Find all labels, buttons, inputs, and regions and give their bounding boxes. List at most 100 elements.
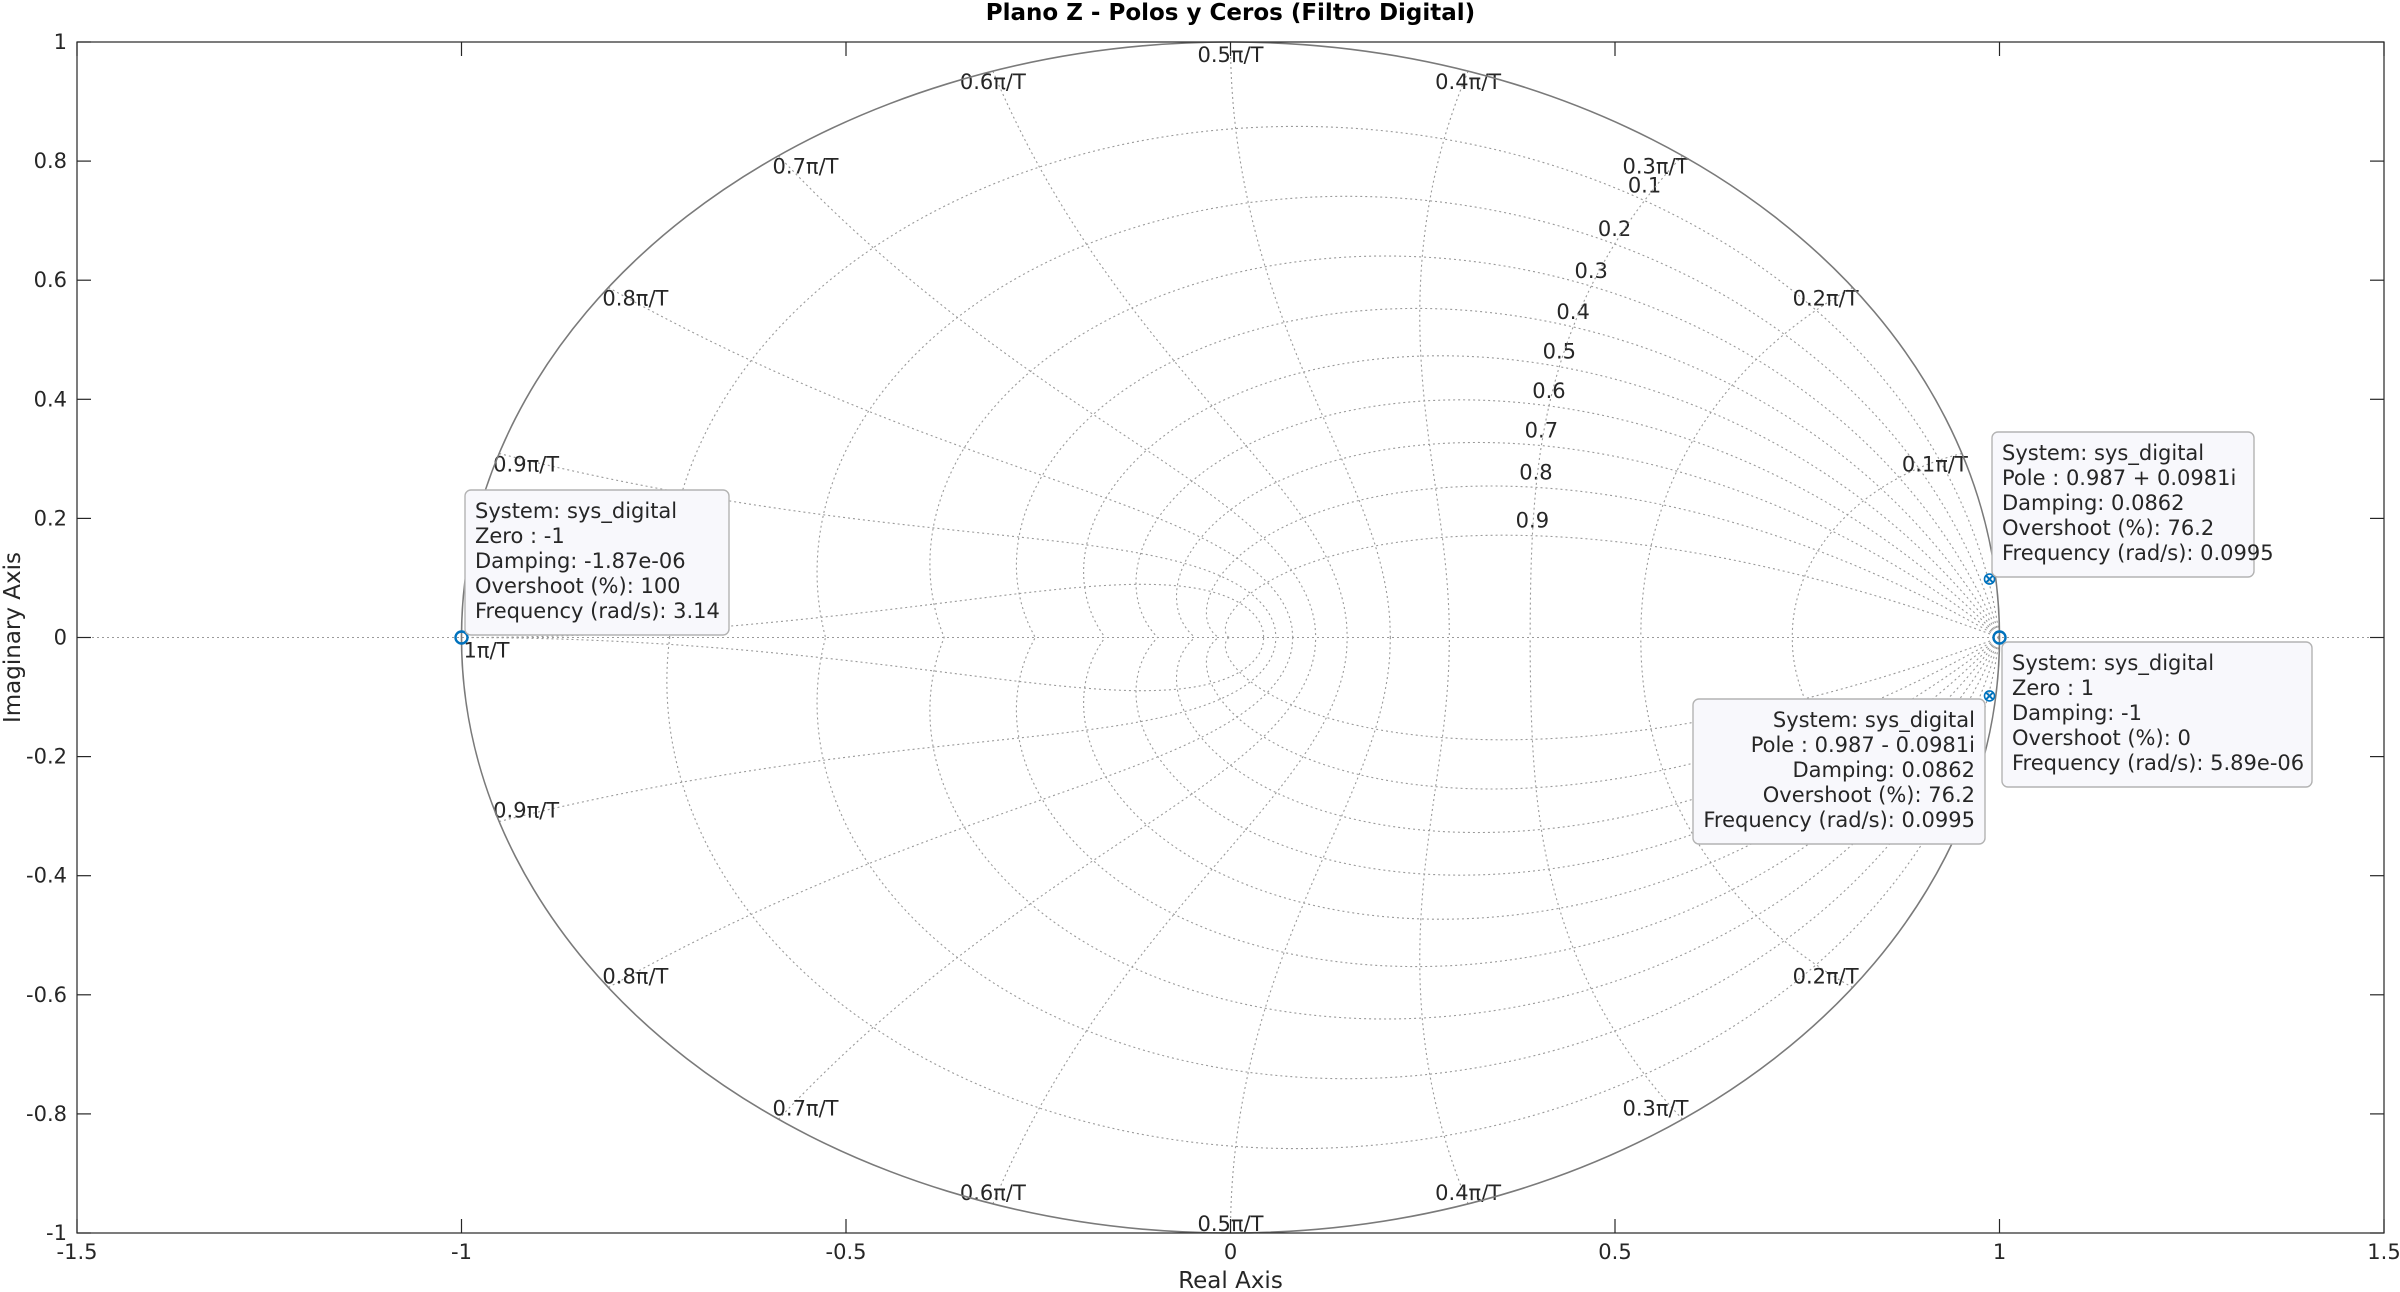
datatip-line: Damping: -1	[2012, 701, 2142, 725]
natural-frequency-label: 0.7π/T	[773, 1096, 839, 1120]
natural-frequency-curve	[992, 637, 1348, 1205]
datatip-line: Damping: 0.0862	[2002, 491, 2185, 515]
x-tick-label: 1	[1993, 1240, 2006, 1264]
zero-marker	[454, 630, 469, 645]
datatip-line: Frequency (rad/s): 0.0995	[2002, 541, 2274, 565]
pole-marker	[1984, 574, 1995, 584]
x-tick-label: -1	[451, 1240, 472, 1264]
datatip-line: Frequency (rad/s): 0.0995	[1703, 808, 1975, 832]
natural-frequency-label: 1π/T	[464, 639, 510, 663]
datatip-box	[464, 489, 730, 636]
natural-frequency-label: 0.7π/T	[773, 155, 839, 179]
y-tick-label: 0.6	[34, 268, 67, 292]
damping-curve	[1224, 534, 2000, 639]
damping-curve	[1175, 637, 2000, 834]
damping-curve	[1205, 637, 2000, 790]
damping-curve	[1135, 399, 2000, 638]
datatip-box	[1692, 698, 1986, 845]
chart-title: Plano Z - Polos y Ceros (Filtro Digital)	[986, 0, 1475, 26]
pole-marker-ring	[1983, 690, 1996, 702]
y-tick-label: -1	[46, 1221, 67, 1245]
natural-frequency-label: 0.3π/T	[1623, 1096, 1689, 1120]
natural-frequency-curve	[499, 452, 1277, 638]
datatip-line: Overshoot (%): 0	[2012, 726, 2191, 750]
natural-frequency-label: 0.9π/T	[493, 452, 559, 476]
axes-frame: -1.5 -1 -0.5 0 0.5 1 1.510.80.60.40.20-0.2-0.4…	[26, 30, 2400, 1264]
datatip-line: Overshoot (%): 76.2	[1763, 783, 1975, 807]
damping-label: 0.7	[1525, 419, 1558, 443]
natural-frequency-label: 0.4π/T	[1435, 1181, 1501, 1205]
natural-frequency-curve	[1529, 637, 1683, 1120]
datatip-line: System: sys_digital	[1773, 708, 1975, 733]
y-tick-label: 0.2	[34, 506, 67, 530]
datatip-line: Zero : 1	[2012, 676, 2094, 700]
y-tick-label: -0.6	[26, 983, 67, 1007]
natural-frequency-curve	[1529, 155, 1683, 638]
damping-curve	[1135, 637, 2000, 876]
natural-frequency-label: 0.8π/T	[602, 286, 668, 310]
damping-label: 0.3	[1575, 259, 1608, 283]
damping-curve	[1015, 307, 2000, 638]
y-tick-label: 0.4	[34, 387, 67, 411]
natural-frequency-curve	[608, 637, 1294, 989]
datatip-line: Frequency (rad/s): 5.89e-06	[2012, 751, 2304, 775]
natural-frequency-curve	[1640, 286, 1853, 638]
datatip-line: Overshoot (%): 76.2	[2002, 516, 2214, 540]
natural-frequency-label: 0.2π/T	[1793, 965, 1859, 989]
zero-marker	[1992, 630, 2007, 645]
datatip-box	[2001, 641, 2313, 788]
damping-label: 0.6	[1532, 379, 1565, 403]
natural-frequency-curve	[1419, 637, 1469, 1205]
natural-frequency-label: 0.3π/T	[1623, 155, 1689, 179]
y-tick-label: -0.2	[26, 745, 67, 769]
natural-frequency-curve	[1229, 41, 1391, 638]
natural-frequency-curve	[461, 583, 1265, 639]
damping-label: 0.4	[1556, 300, 1589, 324]
datatip-box	[1991, 431, 2255, 578]
x-tick-label: -0.5	[826, 1240, 867, 1264]
x-tick-label: -1.5	[57, 1240, 98, 1264]
datatip-line: Damping: 0.0862	[1792, 758, 1975, 782]
damping-curve	[1205, 485, 2000, 638]
damping-label: 0.5	[1543, 340, 1576, 364]
natural-frequency-label: 0.2π/T	[1793, 286, 1859, 310]
natural-frequency-label: 0.9π/T	[493, 799, 559, 823]
datatip-line: System: sys_digital	[2002, 441, 2204, 466]
natural-frequency-curve	[1229, 637, 1391, 1234]
natural-frequency-label: 0.6π/T	[960, 1181, 1026, 1205]
pole-marker-ring	[1983, 573, 1996, 585]
y-tick-label: 0.8	[34, 149, 67, 173]
pole-marker	[1984, 691, 1995, 701]
x-tick-label: 0.5	[1598, 1240, 1631, 1264]
x-tick-label: 0	[1224, 1240, 1237, 1264]
natural-frequency-curve	[1791, 452, 1962, 638]
natural-frequency-curve	[499, 637, 1277, 823]
y-tick-label: 0	[54, 626, 67, 650]
damping-label: 0.8	[1519, 460, 1552, 484]
natural-frequency-curve	[608, 286, 1294, 638]
datatip-line: Overshoot (%): 100	[475, 574, 681, 598]
damping-curve	[1224, 636, 2000, 741]
x-tick-label: 1.5	[2367, 1240, 2400, 1264]
natural-frequency-label: 0.1π/T	[1902, 452, 1968, 476]
datatip-line: Pole : 0.987 + 0.0981i	[2002, 466, 2236, 490]
y-axis-label: Imaginary Axis	[0, 552, 26, 723]
natural-frequency-label: 0.6π/T	[960, 70, 1026, 94]
natural-frequency-curve	[461, 636, 1265, 692]
datatip-line: System: sys_digital	[475, 499, 677, 524]
natural-frequency-label: 0.4π/T	[1435, 70, 1501, 94]
natural-frequency-curve	[1640, 637, 1853, 989]
damping-curve	[1175, 441, 2000, 638]
datatip-line: Pole : 0.987 - 0.0981i	[1751, 733, 1975, 757]
natural-frequency-curve	[992, 70, 1348, 638]
y-tick-label: -0.8	[26, 1102, 67, 1126]
datatip-line: Zero : -1	[475, 524, 565, 548]
damping-curve	[1015, 637, 2000, 968]
damping-label: 0.2	[1598, 217, 1631, 241]
